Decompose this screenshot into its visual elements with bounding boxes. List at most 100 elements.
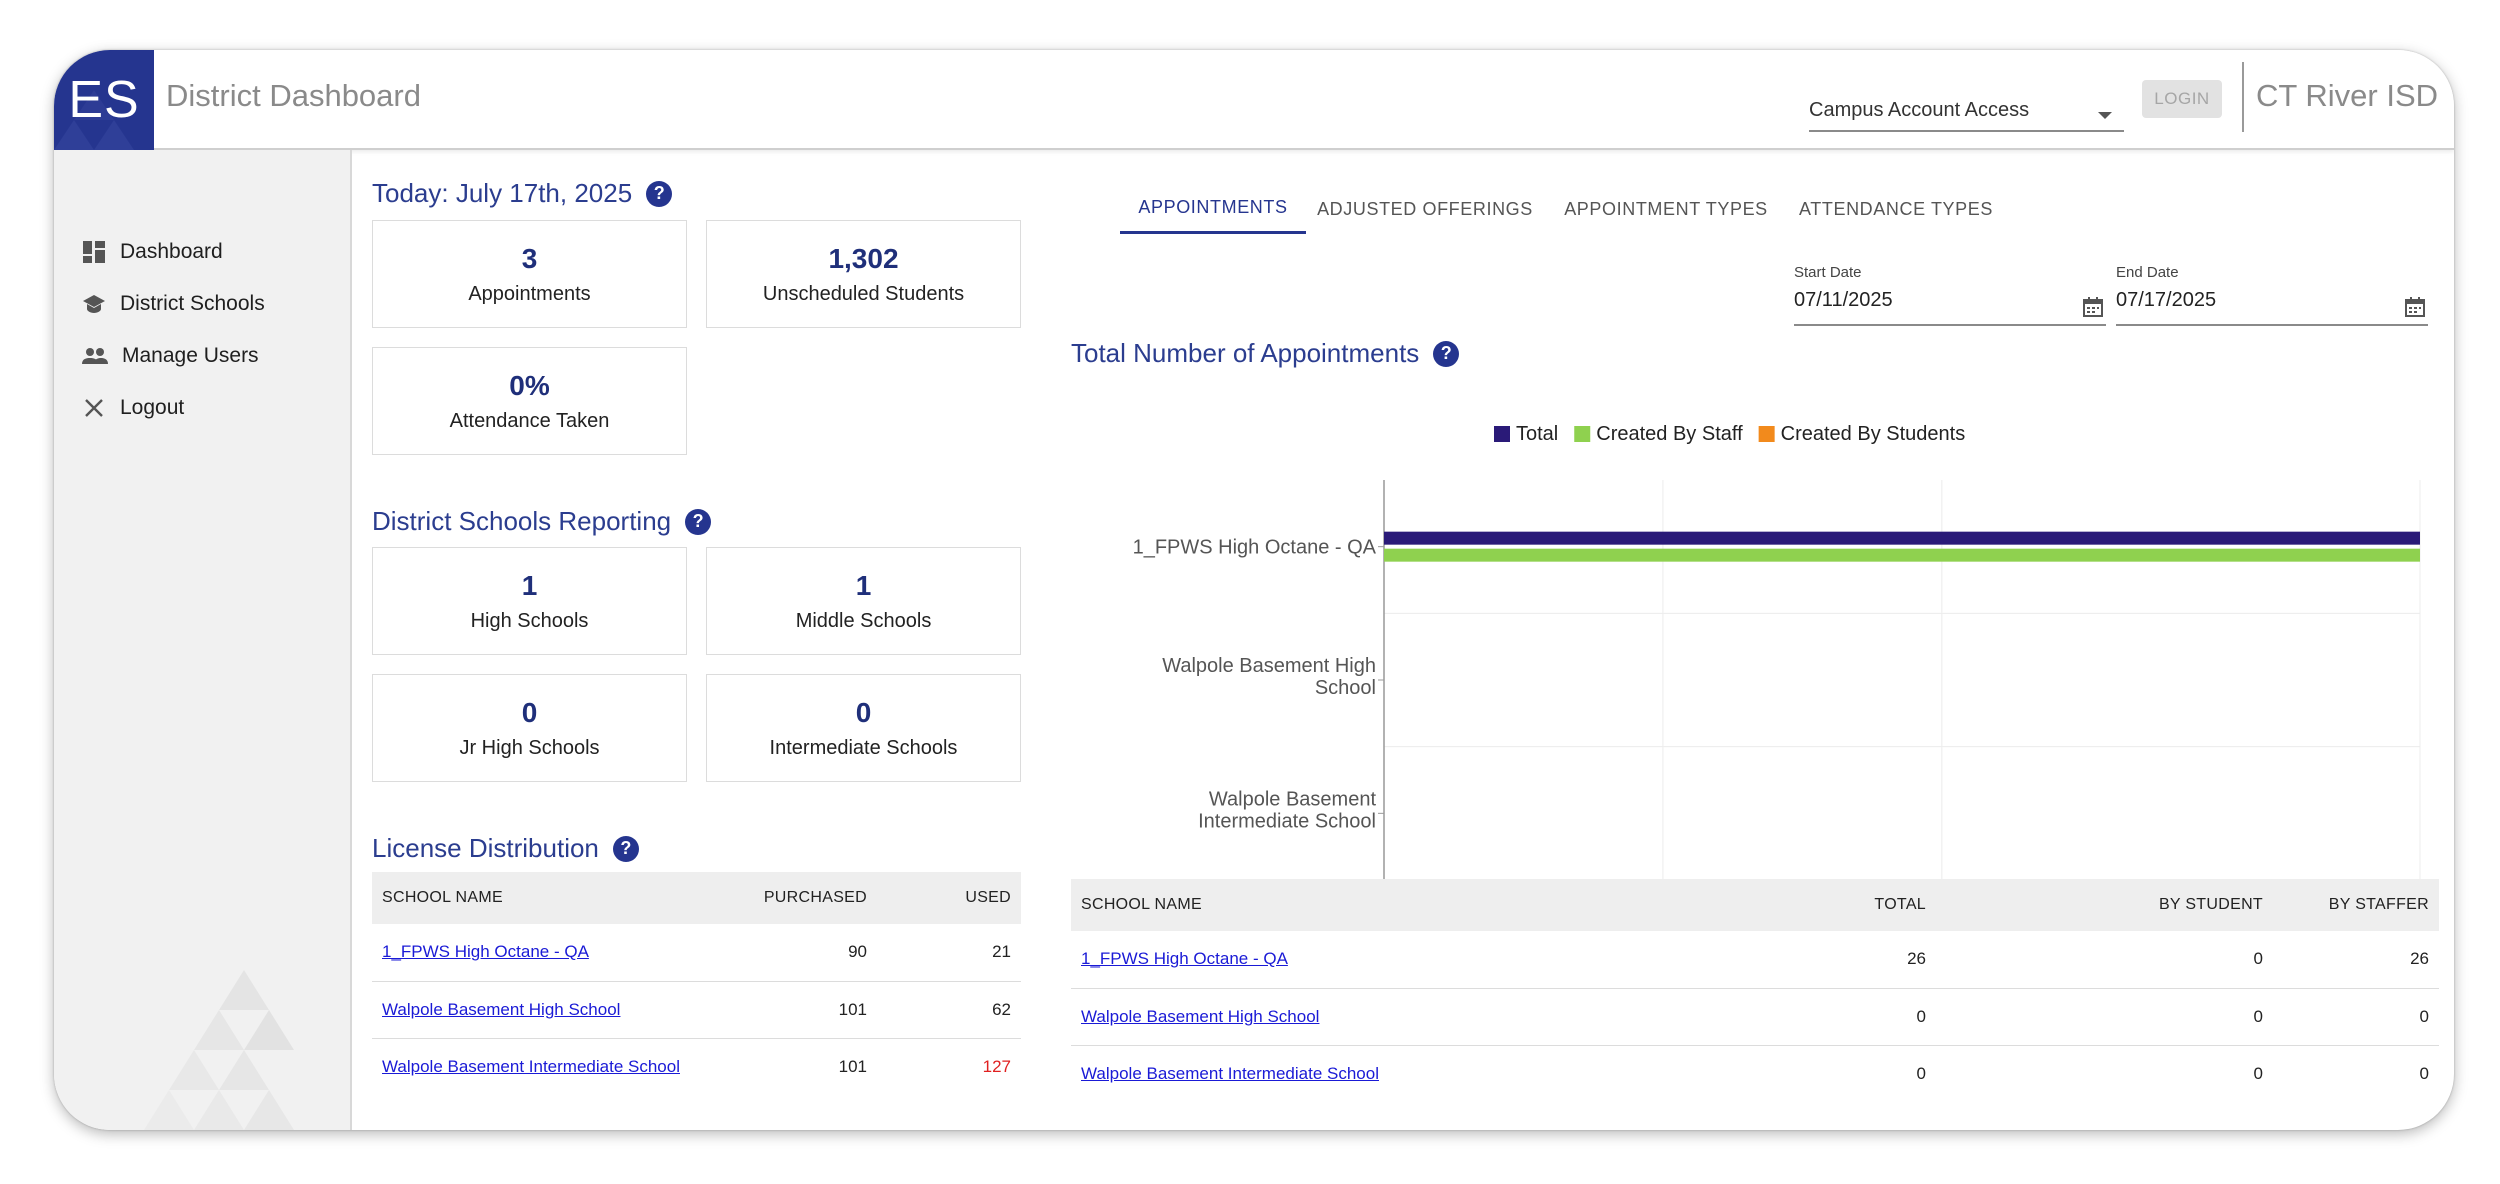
start-date-value: 07/11/2025 <box>1794 289 1893 311</box>
stat-label: Jr High Schools <box>459 737 600 759</box>
stat-label: Middle Schools <box>795 610 932 632</box>
stat-label: Attendance Taken <box>449 410 610 432</box>
purchased-cell: 90 <box>717 924 877 982</box>
tab-adjusted-offerings[interactable]: ADJUSTED OFFERINGS <box>1317 198 1533 219</box>
stat-high-schools: 1 High Schools <box>372 547 687 655</box>
column-header[interactable]: TOTAL <box>1691 879 1936 931</box>
start-date-field[interactable]: Start Date 07/11/2025 <box>1794 264 2106 326</box>
stat-label: Appointments <box>468 283 591 305</box>
by-staffer-cell: 0 <box>2273 988 2439 1046</box>
tab-appointment-types[interactable]: APPOINTMENT TYPES <box>1564 198 1768 219</box>
school-link[interactable]: Walpole Basement High School <box>382 999 621 1019</box>
sidebar-item-label: Dashboard <box>120 240 223 263</box>
total-cell: 26 <box>1691 931 1936 989</box>
stat-value: 0 <box>855 697 872 728</box>
school-link[interactable]: Walpole Basement Intermediate School <box>382 1056 680 1076</box>
calendar-icon[interactable] <box>2082 296 2104 318</box>
total-cell: 0 <box>1916 1063 1926 1083</box>
purchased-cell: 101 <box>838 1056 867 1076</box>
appointments-chart-title: Total Number of Appointments ? <box>1071 338 1460 369</box>
appointments-table: SCHOOL NAME TOTAL BY STUDENT BY STAFFER … <box>1071 879 2439 1102</box>
legend-swatch <box>1758 426 1775 442</box>
tab-appointments[interactable]: APPOINTMENTS <box>1120 184 1306 234</box>
appointments-title-text: Total Number of Appointments <box>1071 338 1420 368</box>
table-header-row: SCHOOL NAME TOTAL BY STUDENT BY STAFFER <box>1071 879 2439 931</box>
school-link[interactable]: Walpole Basement Intermediate School <box>1081 1063 1379 1083</box>
campus-select-value: Campus Account Access <box>1809 99 2030 121</box>
stat-label: Unscheduled Students <box>762 283 965 305</box>
today-title: Today: July 17th, 2025 ? <box>372 178 673 209</box>
school-link[interactable]: 1_FPWS High Octane - QA <box>382 942 589 962</box>
help-icon[interactable]: ? <box>612 835 639 862</box>
by-staffer-cell: 0 <box>2419 1063 2429 1083</box>
stat-intermediate-schools: 0 Intermediate Schools <box>706 674 1021 782</box>
y-tick-label: School <box>1315 677 1376 699</box>
sidebar: Dashboard District Schools Manage Users … <box>54 150 352 1130</box>
y-tick-label: Intermediate School <box>1198 810 1376 832</box>
license-title-text: License Distribution <box>372 833 599 863</box>
sidebar-item-district-schools[interactable]: District Schools <box>82 284 265 324</box>
by-staffer-cell: 26 <box>2273 931 2439 989</box>
by-student-cell: 0 <box>1936 931 2273 989</box>
stat-value: 1 <box>855 570 872 601</box>
tab-attendance-types[interactable]: ATTENDANCE TYPES <box>1799 198 1993 219</box>
license-table: SCHOOL NAME PURCHASED USED 1_FPWS High O… <box>372 872 1021 1095</box>
stat-label: Intermediate Schools <box>769 737 958 759</box>
help-icon[interactable]: ? <box>646 180 673 207</box>
calendar-icon[interactable] <box>2404 296 2426 318</box>
sidebar-item-manage-users[interactable]: Manage Users <box>82 336 259 376</box>
legend-swatch <box>1494 426 1510 442</box>
column-header[interactable]: BY STUDENT <box>1936 879 2273 931</box>
table-row: 1_FPWS High Octane - QA 26 0 26 <box>1071 931 2439 989</box>
license-title: License Distribution ? <box>372 833 639 864</box>
chevron-down-icon <box>2098 112 2112 119</box>
campus-account-select[interactable]: Campus Account Access <box>1809 90 2124 132</box>
sidebar-item-logout[interactable]: Logout <box>82 388 184 428</box>
stat-appointments: 3 Appointments <box>372 220 687 328</box>
column-header[interactable]: USED <box>877 872 1021 924</box>
app-title: District Dashboard <box>166 78 421 113</box>
stat-value: 0% <box>509 370 550 401</box>
reporting-title: District Schools Reporting ? <box>372 506 712 537</box>
reporting-title-text: District Schools Reporting <box>372 506 672 536</box>
bar <box>1384 531 2420 545</box>
stat-attendance-taken: 0% Attendance Taken <box>372 347 687 455</box>
stat-value: 1 <box>521 570 538 601</box>
table-row: Walpole Basement Intermediate School 101… <box>372 1038 1021 1095</box>
sidebar-item-label: District Schools <box>120 292 265 315</box>
purchased-cell: 101 <box>717 981 877 1039</box>
table-row: Walpole Basement Intermediate School 0 0… <box>1071 1045 2439 1102</box>
logo: ES <box>54 50 154 150</box>
bar <box>1384 548 2420 562</box>
stat-middle-schools: 1 Middle Schools <box>706 547 1021 655</box>
app-window: ES District Dashboard Campus Account Acc… <box>54 50 2454 1130</box>
sidebar-item-label: Manage Users <box>122 344 259 367</box>
column-header[interactable]: PURCHASED <box>717 872 877 924</box>
school-link[interactable]: Walpole Basement High School <box>1081 1006 1320 1026</box>
school-link[interactable]: 1_FPWS High Octane - QA <box>1081 949 1288 969</box>
end-date-label: End Date <box>2116 264 2179 281</box>
start-date-label: Start Date <box>1794 264 1862 281</box>
column-header[interactable]: SCHOOL NAME <box>1071 879 1691 931</box>
stat-value: 0 <box>521 697 538 728</box>
sidebar-item-dashboard[interactable]: Dashboard <box>82 232 223 272</box>
y-tick-label: Walpole Basement <box>1209 788 1377 810</box>
column-header[interactable]: SCHOOL NAME <box>372 872 717 924</box>
stat-label: High Schools <box>470 610 589 632</box>
stat-jr-high-schools: 0 Jr High Schools <box>372 674 687 782</box>
legend-label: Created By Students <box>1781 423 1966 445</box>
help-icon[interactable]: ? <box>1433 340 1460 367</box>
used-cell-over-limit: 127 <box>982 1056 1011 1076</box>
help-icon[interactable]: ? <box>685 508 712 535</box>
table-row: Walpole Basement High School 0 0 0 <box>1071 988 2439 1046</box>
end-date-field[interactable]: End Date 07/17/2025 <box>2116 264 2428 326</box>
login-button[interactable]: LOGIN <box>2142 80 2222 118</box>
y-tick-label: 1_FPWS High Octane - QA <box>1133 537 1377 559</box>
dashboard-icon <box>83 241 105 263</box>
top-header: ES District Dashboard Campus Account Acc… <box>54 50 2454 150</box>
stat-value: 1,302 <box>828 243 899 274</box>
users-icon <box>82 348 108 364</box>
y-tick-label: Walpole Basement High <box>1162 655 1376 677</box>
district-name: CT River ISD <box>2256 78 2439 113</box>
column-header[interactable]: BY STAFFER <box>2273 879 2439 931</box>
